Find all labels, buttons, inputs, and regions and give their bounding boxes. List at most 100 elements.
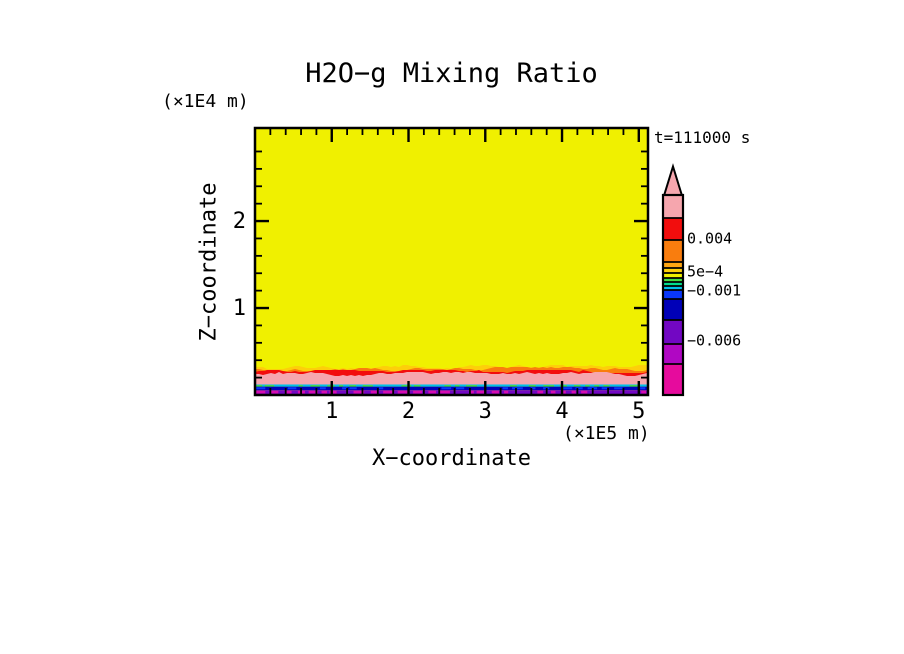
- field-dash: [640, 387, 646, 390]
- field-dash: [362, 385, 373, 388]
- field-dash: [444, 385, 451, 388]
- field-dash: [581, 390, 588, 394]
- colorbar-labels: 0.004 5e−4−0.001 −0.006: [687, 230, 741, 350]
- field-dash: [561, 387, 573, 390]
- field-dash: [571, 390, 576, 394]
- field-dash: [550, 390, 556, 394]
- x-tick-label: 2: [402, 399, 415, 424]
- field-dash: [264, 385, 275, 388]
- colorbar-outline: [661, 193, 685, 397]
- x-axis-unit-label: (×1E5 m): [563, 423, 650, 444]
- field-dash: [641, 390, 647, 394]
- field-surface-pink: [255, 372, 648, 387]
- colorbar-segment: [663, 262, 683, 268]
- y-tick-labels: 12: [233, 209, 246, 321]
- y-axis-unit-label: (×1E4 m): [162, 91, 249, 112]
- colorbar-segment: [663, 240, 683, 262]
- y-tick-label: 2: [233, 209, 246, 234]
- field-dash: [298, 385, 303, 388]
- plot-frame: [253, 126, 650, 397]
- field-dash: [256, 387, 266, 390]
- field-dash: [401, 385, 412, 388]
- field-dash: [614, 387, 623, 390]
- field-dash: [454, 385, 460, 388]
- field-dash: [537, 390, 544, 394]
- field-interior-yellow: [255, 128, 648, 395]
- field-dash: [349, 387, 357, 390]
- field-dash: [342, 387, 348, 390]
- field-dash: [629, 385, 640, 388]
- field-dash: [573, 385, 581, 388]
- field-dash: [256, 390, 266, 394]
- colorbar-arrow: [662, 163, 684, 196]
- field-dash: [603, 385, 610, 388]
- field-dash: [456, 387, 465, 390]
- field-bottom-violet: [255, 390, 648, 395]
- field-dash: [575, 387, 583, 390]
- field-dash: [491, 390, 499, 394]
- field-dash: [310, 385, 320, 388]
- field-dash: [308, 390, 318, 394]
- colorbar-label: 5e−4: [687, 263, 723, 281]
- colorbar-label: −0.001: [687, 282, 741, 300]
- field-dash: [585, 385, 590, 388]
- field-dash: [285, 390, 292, 394]
- colorbar-segment: [663, 195, 683, 218]
- field-dash: [469, 390, 474, 394]
- plot-border: [253, 126, 650, 397]
- field-dash: [601, 387, 608, 390]
- colorbar-segment: [663, 344, 683, 364]
- time-annotation: t=111000 s: [654, 128, 751, 147]
- colorbar: [661, 163, 685, 397]
- field-dash: [438, 390, 450, 394]
- colorbar-label: 0.004: [687, 230, 732, 248]
- colorbar-segment: [663, 278, 683, 282]
- field-dash: [370, 390, 379, 394]
- field-dash: [413, 390, 422, 394]
- field-dash: [528, 385, 536, 388]
- field-dash: [397, 390, 409, 394]
- field-dash: [594, 385, 600, 388]
- field-dash: [543, 385, 555, 388]
- colorbar-segment: [663, 286, 683, 290]
- colorbar-segment: [663, 299, 683, 320]
- field-dash: [512, 387, 523, 390]
- x-tick-labels: 1 2 3 4 5: [325, 399, 645, 424]
- field-thin-navy-line: [255, 386, 648, 391]
- field-dash: [502, 387, 508, 390]
- colorbar-segment: [663, 273, 683, 278]
- x-tick-label: 1: [325, 399, 338, 424]
- field-dash: [476, 390, 485, 394]
- field-dash: [256, 385, 263, 388]
- field-dash: [504, 390, 509, 394]
- colorbar-segment: [663, 320, 683, 344]
- field-dash: [413, 385, 421, 388]
- field-dash: [530, 387, 536, 390]
- field-dash: [559, 385, 567, 388]
- field-dash: [465, 385, 477, 388]
- field-dash: [329, 390, 337, 394]
- field-dash: [287, 387, 297, 390]
- colorbar-segment: [663, 282, 683, 286]
- field-dash: [338, 385, 344, 388]
- field-thin-cyan-line: [255, 384, 648, 387]
- field-dash: [321, 390, 327, 394]
- field-dash: [319, 387, 326, 390]
- plot-title: H2O−g Mixing Ratio: [305, 58, 598, 89]
- colorbar-label: −0.006: [687, 332, 741, 350]
- field-dash: [509, 385, 517, 388]
- x-tick-label: 3: [479, 399, 492, 424]
- y-tick-label: 1: [233, 296, 246, 321]
- x-tick-label: 4: [555, 399, 568, 424]
- field-dash: [561, 390, 566, 394]
- field-dash: [428, 390, 437, 394]
- plot-field-layers: [255, 128, 648, 395]
- field-dash: [349, 385, 357, 388]
- field-dash: [353, 390, 365, 394]
- colorbar-segment: [663, 268, 683, 273]
- field-dash: [378, 387, 384, 390]
- colorbar-segment: [663, 364, 683, 395]
- x-tick-label: 5: [632, 399, 645, 424]
